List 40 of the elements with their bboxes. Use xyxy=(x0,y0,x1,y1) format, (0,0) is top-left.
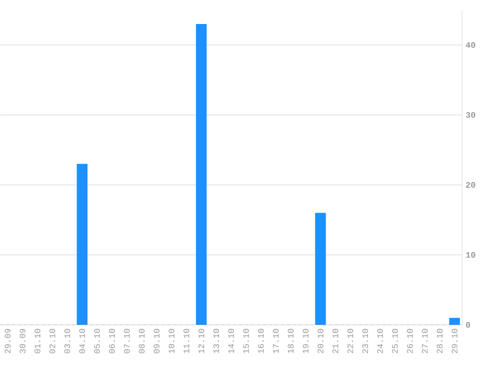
x-tick-label: 22.10 xyxy=(347,328,354,354)
x-tick-label: 02.10 xyxy=(49,328,56,354)
y-tick-label: 0 xyxy=(466,322,470,328)
y-tick-label: 20 xyxy=(466,182,476,188)
x-tick-label: 08.10 xyxy=(138,328,145,354)
x-tick-label: 14.10 xyxy=(228,328,234,354)
x-tick-label: 18.10 xyxy=(288,328,294,354)
x-tick-label: 24.10 xyxy=(377,328,383,354)
x-tick-label: 05.10 xyxy=(94,328,100,354)
y-tick-label: 10 xyxy=(466,252,476,258)
x-tick-label: 04.10 xyxy=(79,328,86,354)
x-tick-label: 07.10 xyxy=(124,328,130,354)
x-tick-label: 29.10 xyxy=(452,328,458,354)
x-tick-label: 10.10 xyxy=(168,328,174,354)
x-tick-label: 20.10 xyxy=(318,328,324,354)
x-tick-label: 27.10 xyxy=(422,328,428,354)
y-tick-label: 30 xyxy=(466,112,476,118)
x-tick-label: 30.09 xyxy=(20,329,26,354)
x-tick-label: 28.10 xyxy=(436,328,443,354)
bar xyxy=(196,24,207,325)
x-tick-label: 26.10 xyxy=(406,328,413,354)
x-tick-label: 12.10 xyxy=(198,328,204,354)
x-tick-label: 11.10 xyxy=(184,328,190,354)
y-tick-label: 40 xyxy=(466,42,476,48)
x-tick-label: 21.10 xyxy=(332,328,338,354)
x-tick-label: 16.10 xyxy=(258,328,264,354)
x-tick-label: 13.10 xyxy=(213,328,220,354)
bar xyxy=(449,318,460,325)
bar xyxy=(76,164,88,325)
x-tick-label: 01.10 xyxy=(34,328,40,354)
x-tick-label: 03.10 xyxy=(64,328,70,354)
x-tick-label: 25.10 xyxy=(392,328,398,354)
x-tick-label: 09.10 xyxy=(154,328,160,354)
x-tick-label: 19.10 xyxy=(302,328,308,354)
x-tick-label: 15.10 xyxy=(243,328,249,354)
x-tick-label: 29.09 xyxy=(4,329,11,354)
bar xyxy=(315,212,326,325)
x-tick-label: 23.10 xyxy=(362,328,368,354)
x-tick-label: 06.10 xyxy=(109,328,115,354)
x-tick-label: 17.10 xyxy=(272,328,279,354)
